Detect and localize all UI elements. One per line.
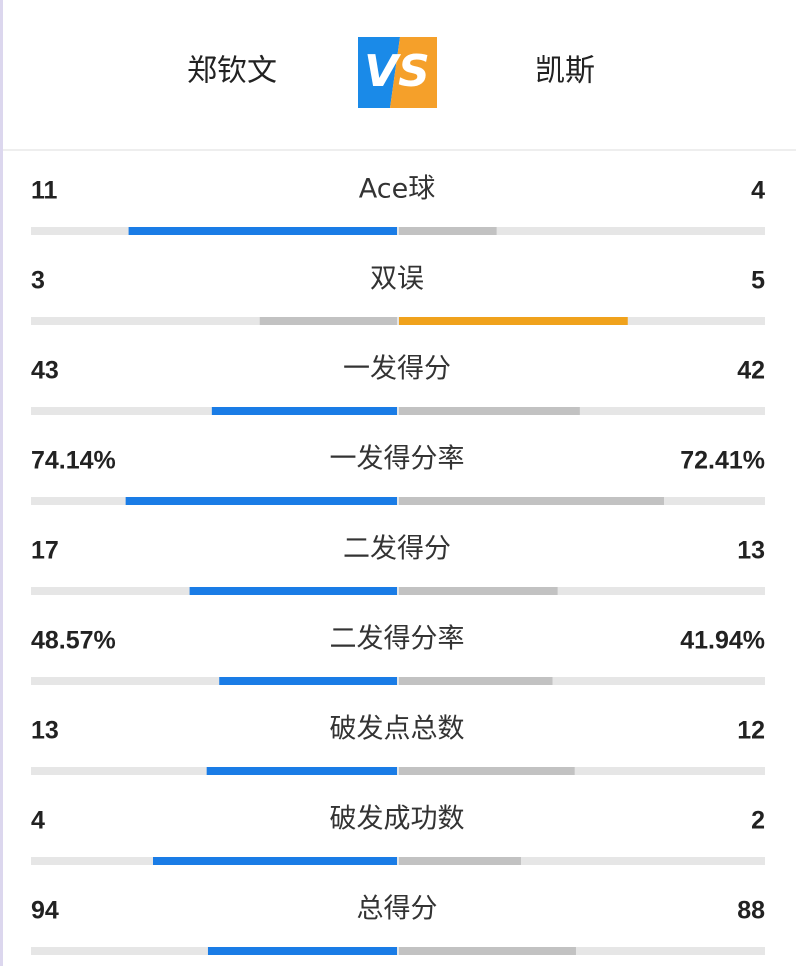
left-value: 43: [31, 357, 59, 385]
bar-track: [31, 227, 765, 235]
right-bar: [399, 317, 628, 325]
bar-track: [31, 497, 765, 505]
left-value: 94: [31, 897, 59, 925]
right-player: 凯斯: [535, 54, 595, 89]
bar-track: [31, 587, 765, 595]
left-value: 4: [31, 807, 45, 835]
left-bar: [153, 857, 397, 865]
right-value: 41.94%: [680, 627, 765, 655]
right-value: 13: [737, 537, 765, 565]
stat-label: 二发得分率: [330, 624, 465, 655]
bar-track: [31, 407, 765, 415]
stat-label: 破发点总数: [330, 714, 465, 745]
left-bar: [219, 677, 397, 685]
right-bar: [399, 587, 558, 595]
stat-label: Ace球: [359, 174, 435, 205]
right-bar: [399, 857, 521, 865]
left-value: 3: [31, 267, 45, 295]
left-value: 48.57%: [31, 627, 116, 655]
left-bar: [207, 947, 397, 955]
vs-logo: VS: [358, 37, 437, 108]
right-bar: [399, 227, 497, 235]
right-bar: [399, 947, 576, 955]
right-value: 5: [751, 267, 765, 295]
left-border: [0, 0, 3, 966]
right-value: 12: [737, 717, 765, 745]
left-value: 11: [31, 177, 58, 205]
right-value: 2: [751, 807, 765, 835]
left-value: 17: [31, 537, 59, 565]
left-player: 郑钦文: [187, 54, 277, 89]
right-bar: [399, 497, 665, 505]
bar-track: [31, 677, 765, 685]
right-value: 42: [737, 357, 765, 385]
right-value: 4: [751, 177, 765, 205]
bar-track: [31, 317, 765, 325]
left-bar: [211, 407, 397, 415]
bar-track: [31, 767, 765, 775]
right-bar: [399, 767, 575, 775]
left-value: 74.14%: [31, 447, 116, 475]
bar-track: [31, 947, 765, 955]
vs-text: VS: [364, 46, 430, 97]
bar-track: [31, 857, 765, 865]
left-value: 13: [31, 717, 59, 745]
left-bar: [189, 587, 397, 595]
stat-label: 双误: [370, 264, 424, 295]
stat-label: 总得分: [357, 894, 438, 925]
stat-label: 一发得分率: [330, 444, 465, 475]
left-bar: [128, 227, 397, 235]
right-value: 72.41%: [680, 447, 765, 475]
left-bar: [259, 317, 397, 325]
stat-label: 破发成功数: [330, 804, 465, 835]
right-bar: [399, 407, 580, 415]
stat-label: 二发得分: [343, 534, 451, 565]
left-bar: [125, 497, 398, 505]
left-bar: [206, 767, 397, 775]
right-bar: [399, 677, 553, 685]
stat-label: 一发得分: [343, 354, 451, 385]
right-value: 88: [737, 897, 765, 925]
